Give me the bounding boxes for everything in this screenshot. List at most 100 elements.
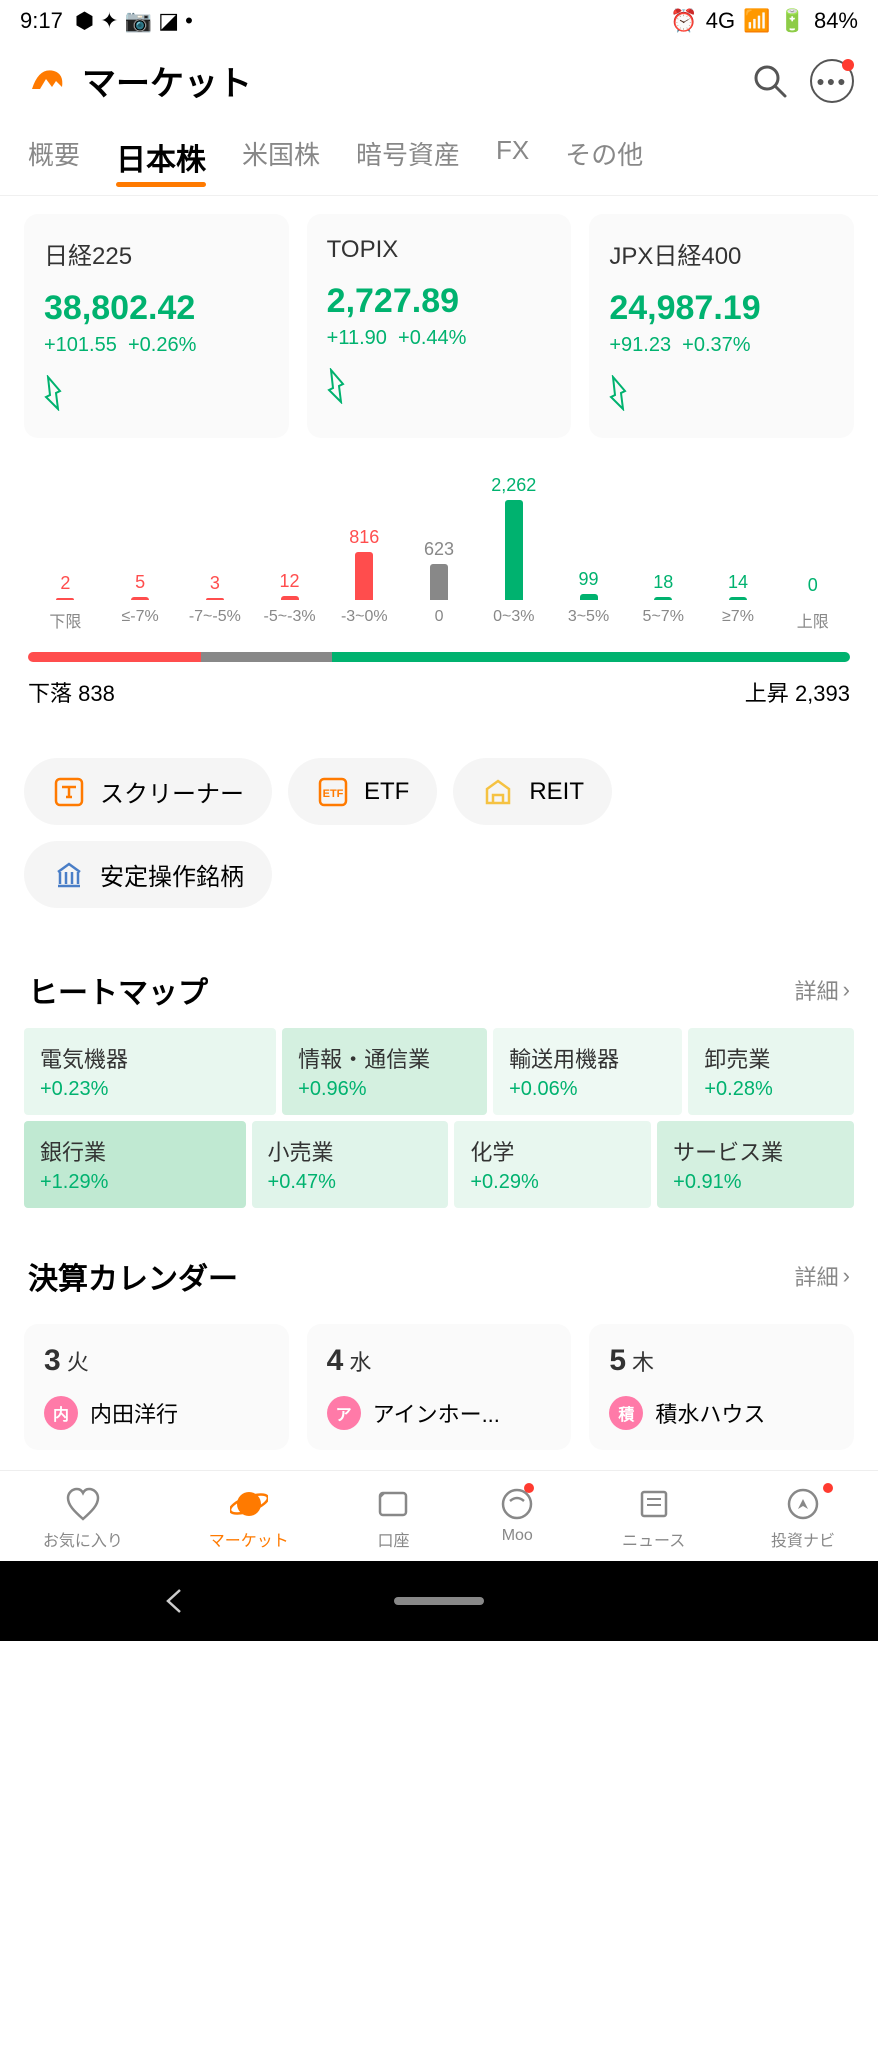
tab-5[interactable]: その他 [565, 135, 643, 185]
heatmap-header: ヒートマップ 詳細› [0, 928, 878, 1028]
chip-reit[interactable]: REIT [453, 758, 612, 825]
index-card-0[interactable]: 日経225 38,802.42 +101.55 +0.26% [24, 214, 289, 438]
heatmap-cell-name: 卸売業 [704, 1042, 838, 1074]
compass-icon [784, 1485, 822, 1523]
nav-wallet[interactable]: 口座 [374, 1485, 412, 1551]
heatmap-cell-name: 化学 [470, 1135, 635, 1167]
company-badge: 積 [609, 1396, 643, 1430]
dist-bar-0: 2 [28, 573, 103, 600]
earnings-header: 決算カレンダー 詳細› [0, 1214, 878, 1314]
bar-value: 623 [424, 539, 454, 560]
heatmap-cell-name: サービス業 [673, 1135, 838, 1167]
heatmap-cell[interactable]: 情報・通信業+0.96% [282, 1028, 487, 1115]
signal-icon: 📶 [743, 8, 770, 34]
heatmap-cell[interactable]: 輸送用機器+0.06% [493, 1028, 682, 1115]
bar-value: 5 [135, 572, 145, 593]
nav-label: お気に入り [43, 1527, 123, 1551]
bar-value: 2 [60, 573, 70, 594]
tab-4[interactable]: FX [496, 135, 529, 185]
down-label: 下落 [28, 681, 72, 706]
earnings-card-0[interactable]: 3火 内 内田洋行 [24, 1324, 289, 1450]
index-change: +11.90 +0.44% [327, 327, 552, 350]
index-cards: 日経225 38,802.42 +101.55 +0.26% TOPIX 2,7… [0, 196, 878, 456]
heatmap-cell[interactable]: サービス業+0.91% [657, 1121, 854, 1208]
company-name: 内田洋行 [90, 1397, 178, 1429]
heatmap-cell[interactable]: 化学+0.29% [454, 1121, 651, 1208]
heatmap-cell[interactable]: 電気機器+0.23% [24, 1028, 276, 1115]
heatmap-cell[interactable]: 銀行業 +1.29% [24, 1121, 246, 1208]
heatmap-cell[interactable]: 卸売業+0.28% [688, 1028, 854, 1115]
alarm-icon: ⏰ [670, 8, 697, 34]
battery-icon: 🔋 [779, 8, 806, 34]
android-back-icon[interactable] [160, 1586, 190, 1616]
heatmap-more-button[interactable]: 詳細› [795, 974, 850, 1006]
news-icon [635, 1485, 673, 1523]
bar-value: 0 [808, 575, 818, 596]
dist-bar-6: 2,262 [476, 475, 551, 600]
android-home-pill[interactable] [394, 1597, 484, 1605]
filter-icon [52, 775, 86, 809]
company-badge: ア [327, 1396, 361, 1430]
status-icons: ⬢ ✦ 📷 ◪ • [75, 8, 193, 34]
more-icon[interactable]: ●●● [810, 59, 854, 103]
index-name: TOPIX [327, 236, 552, 264]
earnings-company: 積 積水ハウス [609, 1396, 834, 1430]
nav-planet[interactable]: マーケット [209, 1485, 289, 1551]
tab-2[interactable]: 米国株 [242, 135, 320, 185]
nav-label: マーケット [209, 1527, 289, 1551]
heatmap-cell-val: +0.47% [268, 1171, 433, 1194]
index-card-1[interactable]: TOPIX 2,727.89 +11.90 +0.44% [307, 214, 572, 438]
app-header: マーケット ●●● [0, 42, 878, 119]
chip-etf[interactable]: ETFETF [288, 758, 437, 825]
index-change: +91.23 +0.37% [609, 334, 834, 357]
bar-value: 12 [280, 571, 300, 592]
dist-bar-4: 816 [327, 527, 402, 600]
heatmap-cell-val: +1.29% [40, 1171, 230, 1194]
chip-bank[interactable]: 安定操作銘柄 [24, 841, 272, 908]
heatmap: 電気機器+0.23%情報・通信業+0.96%輸送用機器+0.06%卸売業+0.2… [0, 1028, 878, 1208]
chip-filter[interactable]: スクリーナー [24, 758, 272, 825]
earnings-more-button[interactable]: 詳細› [795, 1260, 850, 1292]
notification-dot [842, 59, 854, 71]
search-icon[interactable] [750, 61, 790, 101]
bar-rect [580, 594, 598, 600]
shortcut-chips: スクリーナーETFETFREIT 安定操作銘柄 [0, 708, 878, 928]
tab-3[interactable]: 暗号資産 [356, 135, 460, 185]
dist-bar-9: 14 [701, 572, 776, 600]
bar-value: 14 [728, 572, 748, 593]
bar-x-label: ≤-7% [103, 608, 178, 632]
bar-x-label: 下限 [28, 608, 103, 632]
nav-compass[interactable]: 投資ナビ [771, 1485, 835, 1551]
svg-text:ETF: ETF [323, 788, 344, 800]
heatmap-title: ヒートマップ [28, 968, 208, 1012]
nav-label: 口座 [377, 1527, 409, 1551]
bar-rect [281, 596, 299, 600]
heart-icon [64, 1485, 102, 1523]
nav-news[interactable]: ニュース [622, 1485, 685, 1551]
nav-moo[interactable]: Moo [498, 1485, 536, 1551]
earnings-date: 5木 [609, 1344, 834, 1378]
index-value: 38,802.42 [44, 289, 269, 328]
sparkline-icon [609, 375, 629, 411]
heatmap-cell-name: 銀行業 [40, 1135, 230, 1167]
dist-bar-1: 5 [103, 572, 178, 600]
bar-value: 3 [210, 573, 220, 594]
status-time: 9:17 [20, 8, 63, 34]
bar-x-label: -5~-3% [252, 608, 327, 632]
index-card-2[interactable]: JPX日経400 24,987.19 +91.23 +0.37% [589, 214, 854, 438]
tab-0[interactable]: 概要 [28, 135, 80, 185]
nav-heart[interactable]: お気に入り [43, 1485, 123, 1551]
bottom-nav: お気に入り マーケット 口座 Moo ニュース 投資ナビ [0, 1470, 878, 1561]
chip-label: 安定操作銘柄 [100, 857, 244, 892]
bar-rect [729, 597, 747, 600]
company-badge: 内 [44, 1396, 78, 1430]
heatmap-cell-val: +0.23% [40, 1078, 260, 1101]
heatmap-cell[interactable]: 小売業+0.47% [252, 1121, 449, 1208]
bar-value: 816 [349, 527, 379, 548]
tab-1[interactable]: 日本株 [116, 135, 206, 185]
earnings-card-2[interactable]: 5木 積 積水ハウス [589, 1324, 854, 1450]
earnings-company: 内 内田洋行 [44, 1396, 269, 1430]
bar-x-label: 3~5% [551, 608, 626, 632]
earnings-company: ア アインホー... [327, 1396, 552, 1430]
earnings-card-1[interactable]: 4水 ア アインホー... [307, 1324, 572, 1450]
